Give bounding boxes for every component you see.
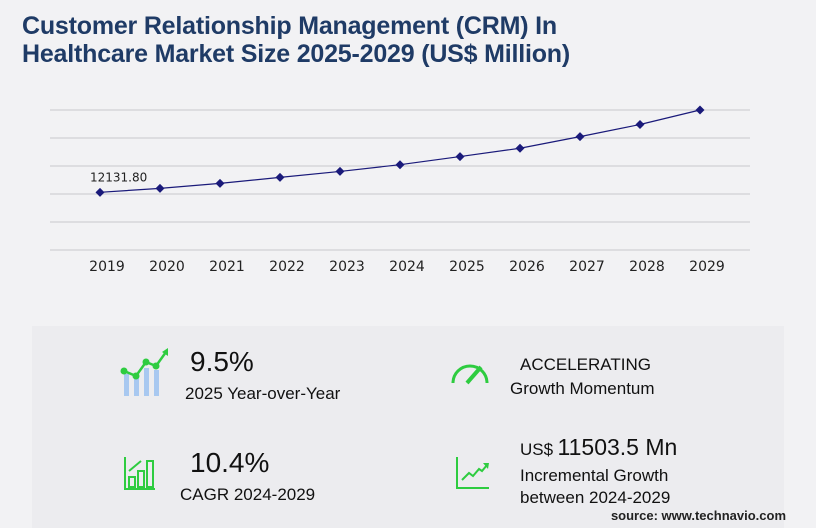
data-point-2024	[395, 160, 405, 170]
x-tick-label: 2029	[689, 259, 725, 275]
x-tick-label: 2023	[329, 259, 365, 275]
stats-panel	[32, 326, 784, 528]
incremental-label-1: Incremental Growth	[520, 466, 669, 485]
x-tick-label: 2026	[509, 259, 545, 275]
page-title: Customer Relationship Management (CRM) I…	[22, 12, 570, 68]
cagr-label: CAGR 2024-2029	[180, 485, 316, 504]
data-label: 12131.80	[90, 170, 147, 184]
series-line	[99, 109, 701, 193]
x-tick-label: 2019	[89, 259, 125, 275]
cagr-value: 10.4%	[190, 447, 270, 478]
data-point-2026	[515, 143, 525, 153]
line-chart: 2019 2020 2021 2022 2023 2024 2025 2026 2027 2028…	[50, 105, 750, 275]
x-tick-label: 2022	[269, 259, 305, 275]
yoy-value: 9.5%	[190, 346, 254, 377]
currency-prefix: US$	[520, 440, 554, 459]
momentum-value: ACCELERATING	[520, 355, 651, 374]
x-tick-label: 2020	[149, 259, 185, 275]
x-tick-label: 2024	[389, 259, 425, 275]
data-point-2029	[695, 105, 705, 115]
data-point-2019	[95, 187, 105, 197]
data-point-2022	[275, 172, 285, 182]
x-tick-label: 2021	[209, 259, 245, 275]
speedometer-icon	[451, 364, 489, 385]
x-tick-label: 2028	[629, 259, 665, 275]
incremental-value-wrap: US$ 11503.5 Mn	[520, 434, 677, 461]
data-point-2023	[335, 166, 345, 176]
data-point-2027	[575, 132, 585, 142]
yoy-label: 2025 Year-over-Year	[185, 384, 341, 403]
bar-growth-icon	[124, 457, 155, 490]
x-tick-label: 2025	[449, 259, 485, 275]
momentum-label: Growth Momentum	[510, 379, 655, 398]
incremental-label-2: between 2024-2029	[520, 488, 671, 507]
trend-up-icon	[456, 457, 489, 489]
data-point-2020	[155, 183, 165, 193]
incremental-value: 11503.5 Mn	[557, 434, 678, 460]
growth-chart-icon	[120, 348, 168, 396]
data-point-2021	[215, 178, 225, 188]
source-text: source: www.technavio.com	[610, 508, 786, 523]
data-point-2025	[455, 152, 465, 162]
x-tick-label: 2027	[569, 259, 605, 275]
data-point-2028	[635, 119, 645, 129]
